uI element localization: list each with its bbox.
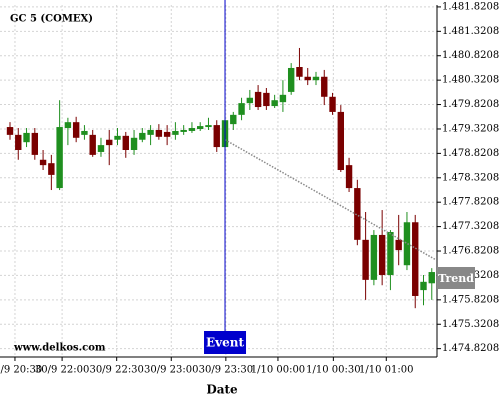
candle-body: [106, 139, 113, 146]
chart-title: GC 5 (COMEX): [10, 14, 93, 25]
candle-body: [428, 272, 435, 284]
y-tick-label: 1.475.3208: [442, 319, 499, 330]
candle-body: [130, 137, 138, 150]
candle-body: [39, 159, 47, 166]
candle-body: [312, 76, 320, 81]
y-tick-label: 1.475.8208: [442, 294, 499, 305]
x-axis-label: Date: [206, 383, 238, 397]
candle-body: [6, 127, 14, 135]
candle-body: [56, 127, 63, 189]
y-tick-label: 1.477.8208: [442, 197, 499, 208]
x-tick-label: 30/9 22:00: [35, 365, 89, 376]
candle-body: [420, 281, 427, 291]
y-tick-label: 1.477.3208: [442, 221, 499, 232]
candle-body: [15, 134, 22, 150]
x-tick-label: 30/9 23:30: [199, 365, 253, 376]
candle-body: [155, 129, 163, 137]
candle-body: [321, 76, 328, 97]
candle-body: [122, 135, 129, 150]
x-tick-label: 30/9 22:30: [89, 365, 143, 376]
x-tick-label: 1/10 00:30: [306, 365, 360, 376]
candle-body: [287, 67, 295, 92]
y-tick-label: 1.481.3208: [442, 26, 499, 37]
y-tick-label: 1.481.8208: [442, 1, 499, 12]
y-tick-label: 1.480.8208: [442, 50, 499, 61]
candle-body: [246, 97, 254, 104]
trend-label: Trend: [438, 272, 474, 285]
candle-body: [48, 163, 55, 175]
y-tick-label: 1.479.8208: [442, 99, 499, 110]
candle-body: [23, 132, 30, 143]
candle-body: [238, 103, 245, 115]
candle-body: [64, 122, 72, 129]
y-tick-label: 1.474.8208: [442, 343, 499, 354]
candle-body: [362, 239, 369, 280]
candle-body: [403, 222, 411, 266]
candle-body: [263, 92, 270, 107]
candle-body: [304, 76, 311, 81]
trend-line: [224, 139, 437, 261]
candle-body: [197, 126, 204, 130]
y-tick-label: 1.478.3208: [442, 172, 499, 183]
candle-body: [139, 132, 146, 140]
x-tick-label: 30/9 23:00: [144, 365, 198, 376]
y-tick-label: 1.479.3208: [442, 123, 499, 134]
candle-body: [279, 94, 287, 103]
candle-body: [395, 239, 402, 251]
candle-body: [230, 114, 237, 125]
candle-body: [213, 125, 220, 148]
candle-body: [271, 100, 278, 107]
event-label-box: [204, 331, 247, 354]
candle-body: [89, 134, 96, 155]
candle-body: [296, 67, 303, 77]
x-tick-label: 30/9 20:30: [0, 365, 42, 376]
candle-body: [345, 165, 353, 189]
candle-body: [354, 188, 361, 240]
candle-body: [163, 131, 171, 137]
candle-body: [31, 132, 39, 155]
candle-body: [329, 96, 336, 112]
candle-body: [205, 125, 212, 128]
candle-body: [72, 122, 80, 138]
watermark: www.delkos.com: [13, 343, 106, 354]
candle-body: [147, 129, 154, 135]
x-tick-label: 1/10 01:00: [359, 365, 413, 376]
candle-body: [180, 129, 187, 132]
candle-body: [387, 232, 394, 275]
x-tick-label: 1/10 00:00: [251, 365, 305, 376]
candle-body: [172, 130, 179, 135]
candle-body: [378, 234, 386, 275]
y-tick-label: 1.480.3208: [442, 75, 499, 86]
candle-body: [370, 234, 378, 280]
trend-label-box: [437, 267, 475, 289]
event-label: Event: [206, 336, 244, 350]
candle-body: [188, 128, 196, 131]
candle-body: [254, 91, 262, 108]
candle-body: [97, 145, 105, 152]
candle-body: [81, 130, 88, 135]
y-tick-label: 1.478.8208: [442, 148, 499, 159]
y-tick-label: 1.476.8208: [442, 246, 499, 257]
candle-body: [114, 135, 121, 140]
candle-body: [412, 222, 419, 296]
candle-body: [337, 111, 344, 171]
